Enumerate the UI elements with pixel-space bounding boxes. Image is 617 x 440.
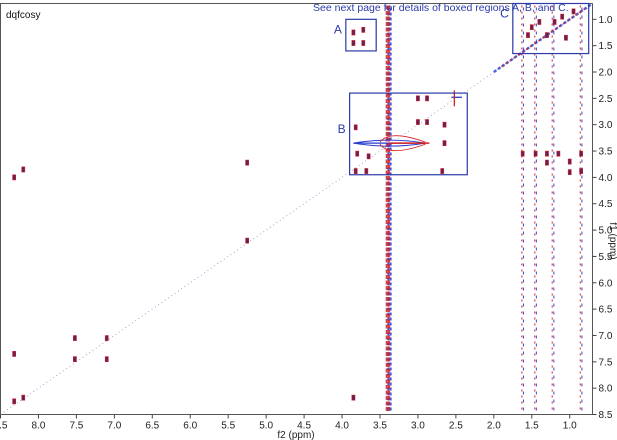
y-tick-label: 1.5 [599,41,613,52]
cross-peak [351,29,356,36]
x-tick-label: 7.0 [107,421,121,432]
x-tick-label: 1.5 [525,421,539,432]
experiment-name: dqfcosy [6,10,40,21]
t1-noise-streaks [353,5,583,413]
y-tick-label: 8.0 [599,384,613,395]
cross-peak [571,8,576,15]
y-tick-label: 4.0 [599,173,613,184]
x-tick-label: 2.5 [449,421,463,432]
y-tick-label: 2.0 [599,68,613,79]
y-axis-title: f1 (ppm) [607,222,617,259]
y-tick-label: 7.0 [599,331,613,342]
cross-peak [425,119,429,125]
cross-peak [442,140,447,146]
cross-peak [520,150,525,157]
cross-peak [440,168,445,174]
horizontal-streak-positive-lower [379,143,426,152]
horizontal-streak-negative-lower [353,142,426,147]
cross-peak [245,159,250,166]
cross-peak [73,335,77,341]
cross-peak [579,168,583,174]
cross-peak [442,121,447,128]
region-box [349,92,468,176]
y-axis: 1.0 1.5 2.0 2.5 3.0 3.5 4.0 4.5 5.0 5.5 6.0 6.5 7.0 7… [592,15,613,421]
y-tick-label: 5.5 [599,252,613,263]
cross-peak [545,159,549,166]
cross-peak [556,150,561,157]
x-tick-label: 7.5 [69,421,83,432]
cross-peak [564,34,568,41]
y-tick-label: 1.0 [599,15,613,26]
horizontal-streak-negative-upper [353,139,426,144]
cross-peak [104,335,109,341]
cross-peak [361,40,366,46]
boxed-regions-note: See next page for details of boxed regio… [313,2,569,14]
y-tick-label: 2.5 [599,94,613,105]
x-axis-title: f2 (ppm) [277,430,314,440]
cross-peak [355,150,360,157]
y-tick-label: 7.5 [599,357,613,368]
y-tick-label: 6.0 [599,278,613,289]
cross-peak [12,174,17,181]
y-tick-label: 3.0 [599,120,613,131]
x-tick-label: 4.5 [297,421,311,432]
y-tick-label: 3.5 [599,147,613,158]
boxed-regions: A B C [334,2,590,176]
region-box [345,18,377,52]
x-tick-label: 8.0 [31,421,45,432]
horizontal-streak-positive-upper [379,135,426,143]
cross-peak [533,150,538,157]
x-tick-label: 5.0 [259,421,273,432]
cross-peak [353,168,358,174]
cross-peak [351,40,356,46]
diagonal-layer [0,2,594,415]
cross-peak [104,356,109,363]
x-axis: 8.5 8.0 7.5 7.0 6.5 6.0 5.5 5.0 4.5 4.0 3.5 3.0 2.5 2… [0,414,577,432]
x-tick-label: 4.0 [335,421,349,432]
cross-peak [425,95,429,102]
cross-peak [12,398,17,405]
cross-peak [351,394,356,401]
cross-peaks [12,8,583,405]
cross-peak [245,237,250,244]
cross-peak [560,13,564,20]
x-tick-label: 1.0 [563,421,577,432]
cross-peak [567,158,572,165]
diagonal-peaks-red [500,8,586,68]
x-tick-label: 6.0 [183,421,197,432]
region-box [512,2,590,55]
cross-peak [416,119,420,125]
cross-peak [545,150,549,157]
cross-peak [552,19,557,25]
cross-peak [21,166,26,173]
y-tick-label: 5.0 [599,226,613,237]
cross-peak [12,351,17,357]
region-label: A [334,22,342,36]
region-label: B [338,122,346,136]
cross-peak [526,32,530,38]
cross-peak [529,24,534,31]
cross-peak [366,153,371,160]
cross-peak [73,356,77,363]
x-tick-label: 3.0 [411,421,425,432]
cross-peak [364,168,369,174]
x-tick-label: 2.0 [487,421,501,432]
cross-peak [579,150,583,157]
y-tick-label: 4.5 [599,199,613,210]
y-tick-label: 8.5 [599,410,613,421]
region-label: C [500,7,509,21]
cross-peak [537,19,542,25]
x-tick-label: 5.5 [221,421,235,432]
cross-peak [545,32,549,38]
x-tick-label: 3.5 [373,421,387,432]
cross-peak [567,169,572,175]
cross-peak [21,394,26,401]
x-tick-label: 6.5 [145,421,159,432]
cross-peak [353,124,358,131]
y-tick-label: 6.5 [599,305,613,316]
cross-peak [416,95,420,102]
x-tick-label: 8.5 [0,421,8,432]
cross-peak [361,26,366,33]
